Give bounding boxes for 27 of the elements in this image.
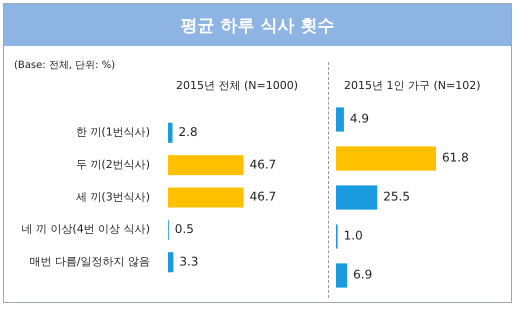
bar <box>336 107 344 132</box>
bar <box>168 122 173 143</box>
y-tick-label: 매번 다름/일정하지 않음 <box>29 255 150 268</box>
bar <box>336 263 348 288</box>
chart-title: 평균 하루 식사 횟수 <box>4 4 511 46</box>
y-tick-label: 한 끼(1번식사) <box>76 126 150 139</box>
bar <box>168 155 244 176</box>
data-label: 46.7 <box>250 157 276 172</box>
data-label: 25.5 <box>383 190 410 204</box>
data-label: 2.8 <box>178 124 198 139</box>
data-label: 1.0 <box>344 228 363 243</box>
bar <box>168 252 174 272</box>
data-label: 3.3 <box>179 254 198 268</box>
data-label: 0.5 <box>174 222 194 236</box>
chart-subtitle: 2015년 1인 가구 (N=102) <box>344 78 481 93</box>
bar <box>336 185 378 210</box>
data-label: 61.8 <box>442 150 469 165</box>
bar <box>168 187 244 208</box>
y-tick-label: 네 끼 이상(4번 이상 식사) <box>21 222 150 236</box>
data-label: 6.9 <box>353 268 372 282</box>
data-label: 4.9 <box>350 112 370 126</box>
text: (Base: 전체, 단위: %) <box>14 59 116 72</box>
y-tick-label: 세 끼(3번식사) <box>76 190 150 204</box>
y-tick-label: 두 끼(2번식사) <box>76 158 150 171</box>
chart-subtitle: 2015년 전체 (N=1000) <box>176 78 298 93</box>
bar <box>336 146 436 171</box>
data-label: 46.7 <box>250 190 276 204</box>
